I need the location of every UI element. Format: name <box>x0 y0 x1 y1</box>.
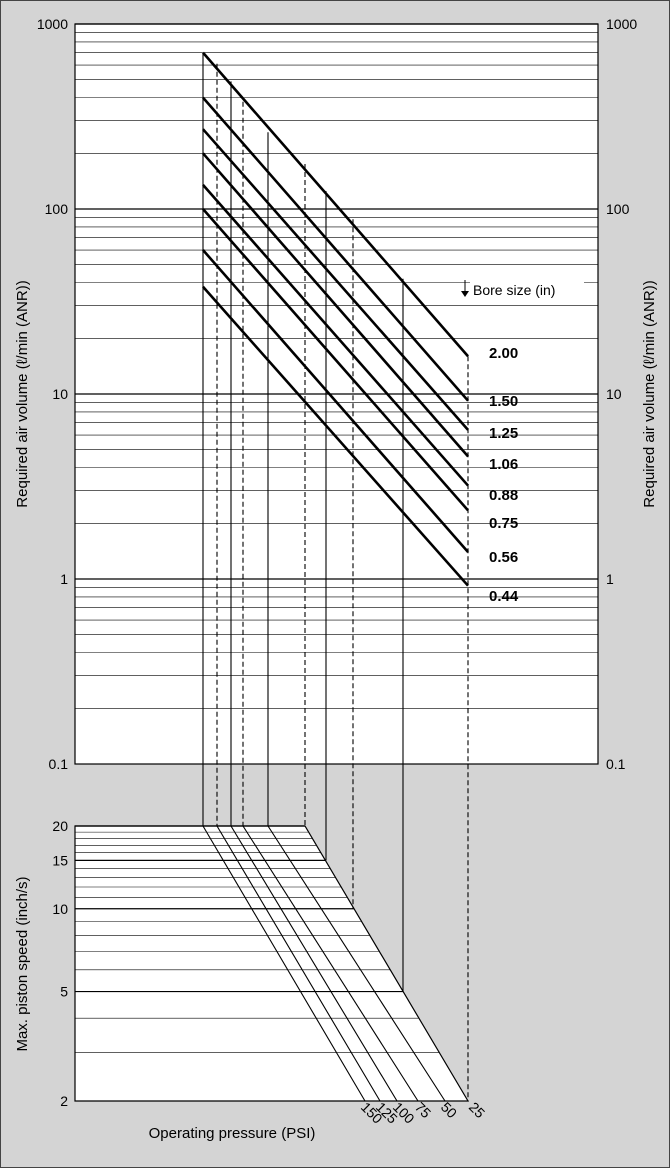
bore-label-1.50: 1.50 <box>489 393 518 410</box>
speed-tick-label: 15 <box>52 852 68 868</box>
volume-tick-label-left: 10 <box>52 386 68 402</box>
volume-tick-label-right: 10 <box>606 386 622 402</box>
connector-lines <box>202 52 469 1101</box>
bore-label-0.75: 0.75 <box>489 515 518 532</box>
bore-line-0.88 <box>202 184 469 487</box>
bore-line-0.75 <box>202 208 469 512</box>
pressure-line-150 <box>202 825 366 1102</box>
speed-tick-label: 20 <box>52 818 68 834</box>
speed-axis-title: Max. piston speed (inch/s) <box>14 876 31 1051</box>
volume-tick-label-right: 1000 <box>606 16 637 32</box>
pressure-line-125 <box>216 825 381 1102</box>
volume-tick-label-left: 1000 <box>37 16 68 32</box>
bore-legend-title: Bore size (in) <box>473 282 555 298</box>
pressure-line-100 <box>230 825 398 1102</box>
volume-tick-label-left: 0.1 <box>49 756 69 772</box>
bore-legend-arrowhead <box>461 291 469 297</box>
speed-tick-label: 5 <box>60 984 68 1000</box>
volume-tick-label-left: 1 <box>60 571 68 587</box>
pressure-line-50 <box>267 825 446 1102</box>
gridlines <box>75 23 598 1102</box>
volume-tick-label-right: 1 <box>606 571 614 587</box>
volume-axis-title-right: Required air volume (ℓ/min (ANR)) <box>641 280 658 507</box>
pressure-line-75 <box>242 825 419 1102</box>
pressure-axis-title: Operating pressure (PSI) <box>149 1125 316 1142</box>
bore-label-0.88: 0.88 <box>489 487 518 504</box>
bore-label-1.25: 1.25 <box>489 425 518 442</box>
bore-label-0.44: 0.44 <box>489 588 519 605</box>
bore-legend-bg <box>470 280 584 300</box>
bore-label-1.06: 1.06 <box>489 456 518 473</box>
bore-label-2.00: 2.00 <box>489 345 518 362</box>
bore-line-2.00 <box>202 51 469 358</box>
bore-line-0.56 <box>202 249 469 553</box>
bore-line-1.06 <box>202 152 469 458</box>
speed-tick-label: 10 <box>52 901 68 917</box>
speed-tick-label: 2 <box>60 1093 68 1109</box>
bore-line-1.50 <box>202 96 469 402</box>
bore-label-0.56: 0.56 <box>489 549 518 566</box>
pressure-lines <box>202 825 446 1102</box>
bore-line-1.25 <box>202 128 469 431</box>
volume-tick-label-left: 100 <box>45 201 69 217</box>
bore-lines <box>202 51 469 587</box>
volume-tick-label-right: 100 <box>606 201 630 217</box>
volume-tick-label-right: 0.1 <box>606 756 626 772</box>
volume-axis-title-left: Required air volume (ℓ/min (ANR)) <box>14 280 31 507</box>
bore-line-0.44 <box>202 285 469 587</box>
